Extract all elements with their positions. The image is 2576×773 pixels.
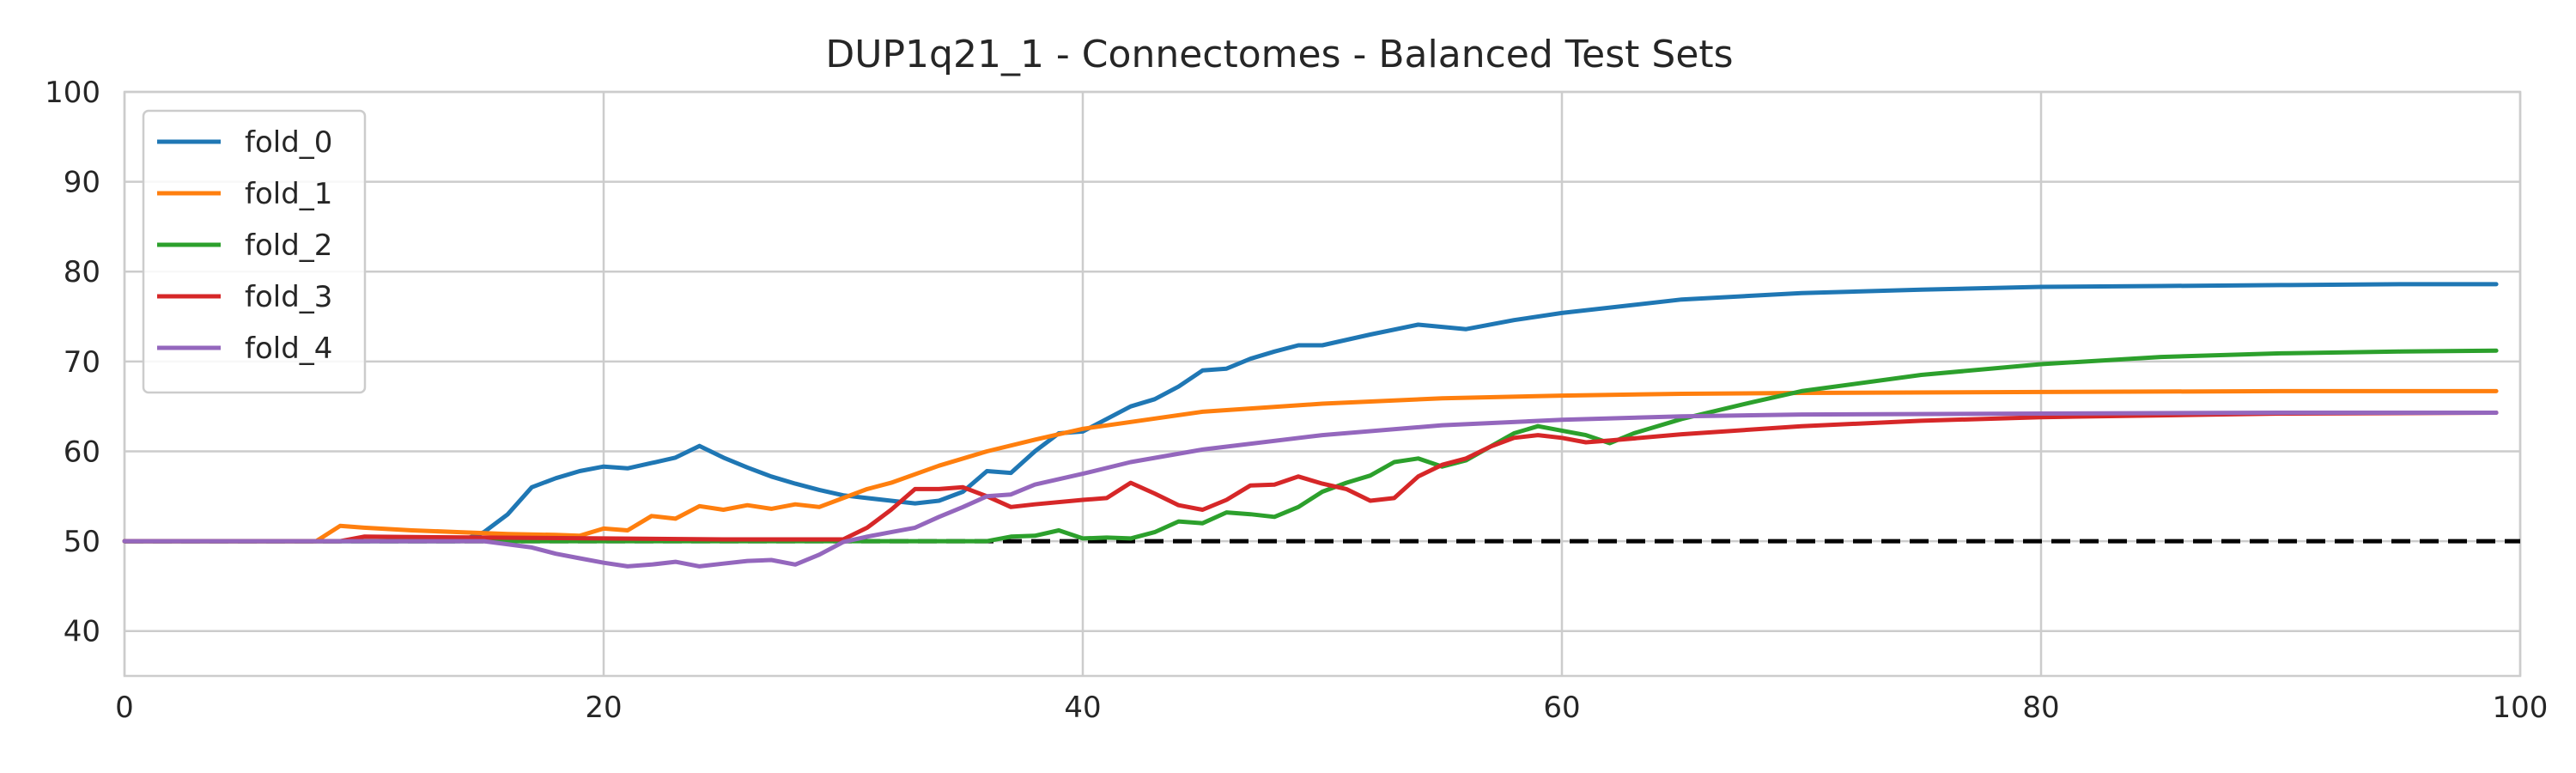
y-tick-label: 80 [64,255,100,289]
y-tick-label: 90 [64,166,100,200]
legend[interactable]: fold_0 fold_1 fold_2 fold_3 fold_4 [142,109,367,394]
series-line-fold-3 [122,411,2499,544]
y-tick-label: 100 [45,76,100,110]
y-tick-label: 70 [64,345,100,380]
x-tick-label: 100 [2493,691,2549,725]
x-tick-label: 80 [2022,691,2059,725]
x-tick-label: 0 [115,691,134,725]
series-lines [122,282,2499,569]
legend-box [142,109,367,394]
y-tick-label: 60 [64,435,100,469]
y-axis-ticks: 40 50 60 70 80 90 100 [45,76,100,649]
chart-title: DUP1q21_1 - Connectomes - Balanced Test … [825,33,1733,76]
series-line-fold-1 [122,388,2499,544]
x-tick-label: 20 [585,691,622,725]
legend-label-fold-2[interactable]: fold_2 [245,228,332,263]
x-tick-label: 60 [1543,691,1580,725]
series-line-fold-2 [122,348,2499,544]
x-tick-label: 40 [1064,691,1101,725]
x-axis-ticks: 0 20 40 60 80 100 [115,691,2548,725]
legend-label-fold-4[interactable]: fold_4 [245,332,332,366]
legend-label-fold-1[interactable]: fold_1 [245,177,332,211]
legend-label-fold-3[interactable]: fold_3 [245,280,332,314]
y-tick-label: 40 [64,615,100,649]
y-tick-label: 50 [64,525,100,559]
plot-area-frame [123,90,2522,678]
series-line-fold-0 [122,282,2499,544]
legend-label-fold-0[interactable]: fold_0 [245,125,332,160]
series-line-fold-4 [122,411,2499,569]
